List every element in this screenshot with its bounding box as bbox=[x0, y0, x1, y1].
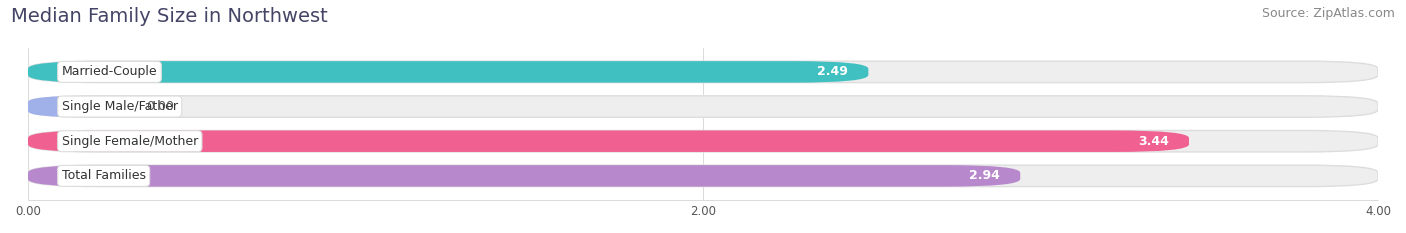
Text: 0.00: 0.00 bbox=[146, 100, 174, 113]
Text: Single Male/Father: Single Male/Father bbox=[62, 100, 177, 113]
FancyBboxPatch shape bbox=[28, 130, 1189, 152]
FancyBboxPatch shape bbox=[28, 96, 1378, 117]
FancyBboxPatch shape bbox=[28, 96, 122, 117]
FancyBboxPatch shape bbox=[28, 61, 869, 83]
Text: Source: ZipAtlas.com: Source: ZipAtlas.com bbox=[1261, 7, 1395, 20]
Text: Total Families: Total Families bbox=[62, 169, 146, 182]
Text: Single Female/Mother: Single Female/Mother bbox=[62, 135, 198, 148]
Text: 2.94: 2.94 bbox=[969, 169, 1000, 182]
FancyBboxPatch shape bbox=[28, 165, 1378, 187]
FancyBboxPatch shape bbox=[28, 165, 1021, 187]
Text: 2.49: 2.49 bbox=[817, 65, 848, 78]
FancyBboxPatch shape bbox=[28, 61, 1378, 83]
Text: Median Family Size in Northwest: Median Family Size in Northwest bbox=[11, 7, 328, 26]
FancyBboxPatch shape bbox=[28, 130, 1378, 152]
Text: Married-Couple: Married-Couple bbox=[62, 65, 157, 78]
Text: 3.44: 3.44 bbox=[1137, 135, 1168, 148]
